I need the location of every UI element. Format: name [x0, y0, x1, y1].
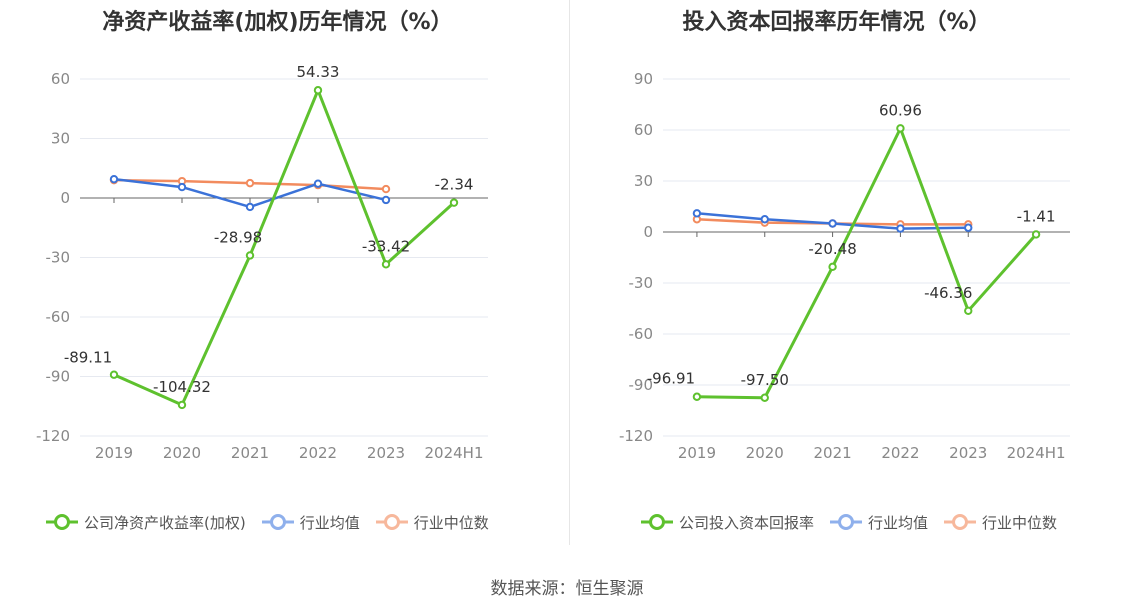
- data-point[interactable]: [381, 184, 391, 194]
- legend-line-marker-icon: [944, 514, 977, 530]
- data-point[interactable]: [692, 209, 702, 218]
- data-point[interactable]: [896, 224, 905, 233]
- data-point[interactable]: [177, 400, 187, 410]
- data-point[interactable]: [449, 198, 459, 207]
- legend-label: 行业均值: [299, 513, 360, 532]
- data-label: -20.48: [808, 240, 856, 258]
- data-label: -96.91: [647, 370, 695, 388]
- legend-item-industry-median[interactable]: 行业中位数: [374, 512, 489, 533]
- x-tick-label: 2024H1: [1007, 444, 1066, 462]
- legend-line-marker-icon: [375, 514, 408, 530]
- data-label: -97.50: [741, 371, 789, 389]
- data-label: 54.33: [297, 63, 340, 81]
- y-tick-label: 30: [51, 130, 70, 148]
- x-tick-label: 2019: [95, 444, 133, 462]
- data-point[interactable]: [760, 393, 769, 402]
- data-point[interactable]: [245, 178, 255, 188]
- y-tick-label: -120: [619, 427, 653, 445]
- legend-line-marker-icon: [641, 514, 673, 530]
- legend-label: 行业中位数: [413, 513, 489, 532]
- data-point[interactable]: [245, 251, 255, 260]
- roic-chart-title: 投入资本回报率历年情况（%）: [682, 10, 991, 35]
- legend-line-marker-icon: [830, 514, 863, 530]
- data-point[interactable]: [964, 306, 973, 316]
- x-tick-label: 2020: [163, 444, 201, 462]
- roic-chart-plot: 90 60 30 0 -30 -60 -90 -120 2019 2020 2021 2022 2023…: [619, 70, 1070, 462]
- panel-divider: [569, 0, 570, 545]
- data-point[interactable]: [177, 182, 187, 192]
- y-tick-label: 60: [51, 70, 70, 88]
- legend-item-company[interactable]: 公司投入资本回报率: [639, 512, 814, 533]
- legend-label: 公司投入资本回报率: [679, 513, 815, 532]
- legend-label: 公司净资产收益率(加权): [84, 513, 246, 532]
- x-tick-label: 2019: [678, 444, 716, 462]
- legend-line-marker-icon: [261, 514, 294, 530]
- roe-chart-panel: 净资产收益率(加权)历年情况（%） 60 30 0 -30 -60 -90 -120 2019…: [36, 10, 503, 534]
- y-tick-label: -60: [629, 325, 654, 343]
- y-tick-label: -90: [46, 368, 71, 386]
- y-tick-label: -30: [46, 249, 71, 267]
- roe-chart-plot: 60 30 0 -30 -60 -90 -120 2019 2020 2021 2022 2023 20…: [36, 63, 488, 462]
- data-point[interactable]: [313, 86, 323, 95]
- y-tick-label: -60: [46, 308, 71, 326]
- data-label: -28.98: [214, 228, 262, 246]
- y-tick-label: 60: [634, 121, 653, 139]
- legend-item-industry-median[interactable]: 行业中位数: [942, 512, 1057, 533]
- y-tick-label: 90: [634, 70, 653, 88]
- legend-item-company[interactable]: 公司净资产收益率(加权): [44, 512, 246, 533]
- data-point[interactable]: [109, 174, 119, 184]
- data-label: -33.42: [362, 237, 410, 255]
- data-point[interactable]: [964, 223, 973, 232]
- x-tick-label: 2023: [949, 444, 987, 462]
- x-tick-label: 2021: [231, 444, 269, 462]
- y-tick-label: 0: [643, 223, 653, 241]
- y-tick-label: 0: [60, 189, 70, 207]
- data-point[interactable]: [828, 262, 837, 272]
- x-tick-label: 2024H1: [425, 444, 484, 462]
- x-tick-label: 2020: [746, 444, 784, 462]
- x-tick-label: 2023: [367, 444, 405, 462]
- legend-label: 行业中位数: [982, 513, 1058, 532]
- data-label: -1.41: [1017, 207, 1056, 225]
- series-line-company: [696, 126, 1038, 400]
- data-source: 数据来源：恒生聚源: [490, 579, 644, 599]
- data-point[interactable]: [109, 370, 119, 379]
- x-tick-label: 2022: [881, 444, 919, 462]
- roe-chart-legend: 公司净资产收益率(加权) 行业均值 行业中位数: [44, 510, 503, 534]
- legend-label: 行业均值: [868, 513, 929, 532]
- data-label: -46.36: [924, 284, 972, 302]
- y-tick-label: 30: [634, 172, 653, 190]
- data-point[interactable]: [313, 179, 323, 188]
- data-label: -89.11: [64, 349, 112, 367]
- series-line-company: [113, 88, 456, 407]
- data-point[interactable]: [828, 219, 837, 228]
- data-point[interactable]: [245, 202, 255, 212]
- roe-chart-title: 净资产收益率(加权)历年情况（%）: [102, 10, 453, 35]
- y-tick-label: -90: [629, 376, 654, 394]
- legend-item-industry-average[interactable]: 行业均值: [828, 512, 928, 533]
- data-point[interactable]: [381, 260, 391, 269]
- legend-item-industry-average[interactable]: 行业均值: [260, 512, 360, 533]
- roic-chart-legend: 公司投入资本回报率 行业均值 行业中位数: [639, 510, 1071, 534]
- y-tick-label: -30: [629, 274, 654, 292]
- data-point[interactable]: [1031, 230, 1041, 239]
- data-label: -2.34: [435, 176, 474, 194]
- roic-chart-panel: 投入资本回报率历年情况（%） 90 60 30 0 -30 -60 -90 -120 2019 2…: [567, 0, 1134, 612]
- data-point[interactable]: [381, 195, 391, 205]
- data-point[interactable]: [692, 392, 702, 401]
- data-label: 60.96: [879, 101, 922, 119]
- x-tick-label: 2021: [813, 444, 851, 462]
- data-label: -104.32: [153, 378, 211, 396]
- legend-line-marker-icon: [46, 514, 78, 530]
- data-point[interactable]: [760, 215, 769, 224]
- data-point[interactable]: [896, 124, 905, 133]
- y-tick-label: -120: [36, 427, 70, 445]
- x-tick-label: 2022: [299, 444, 337, 462]
